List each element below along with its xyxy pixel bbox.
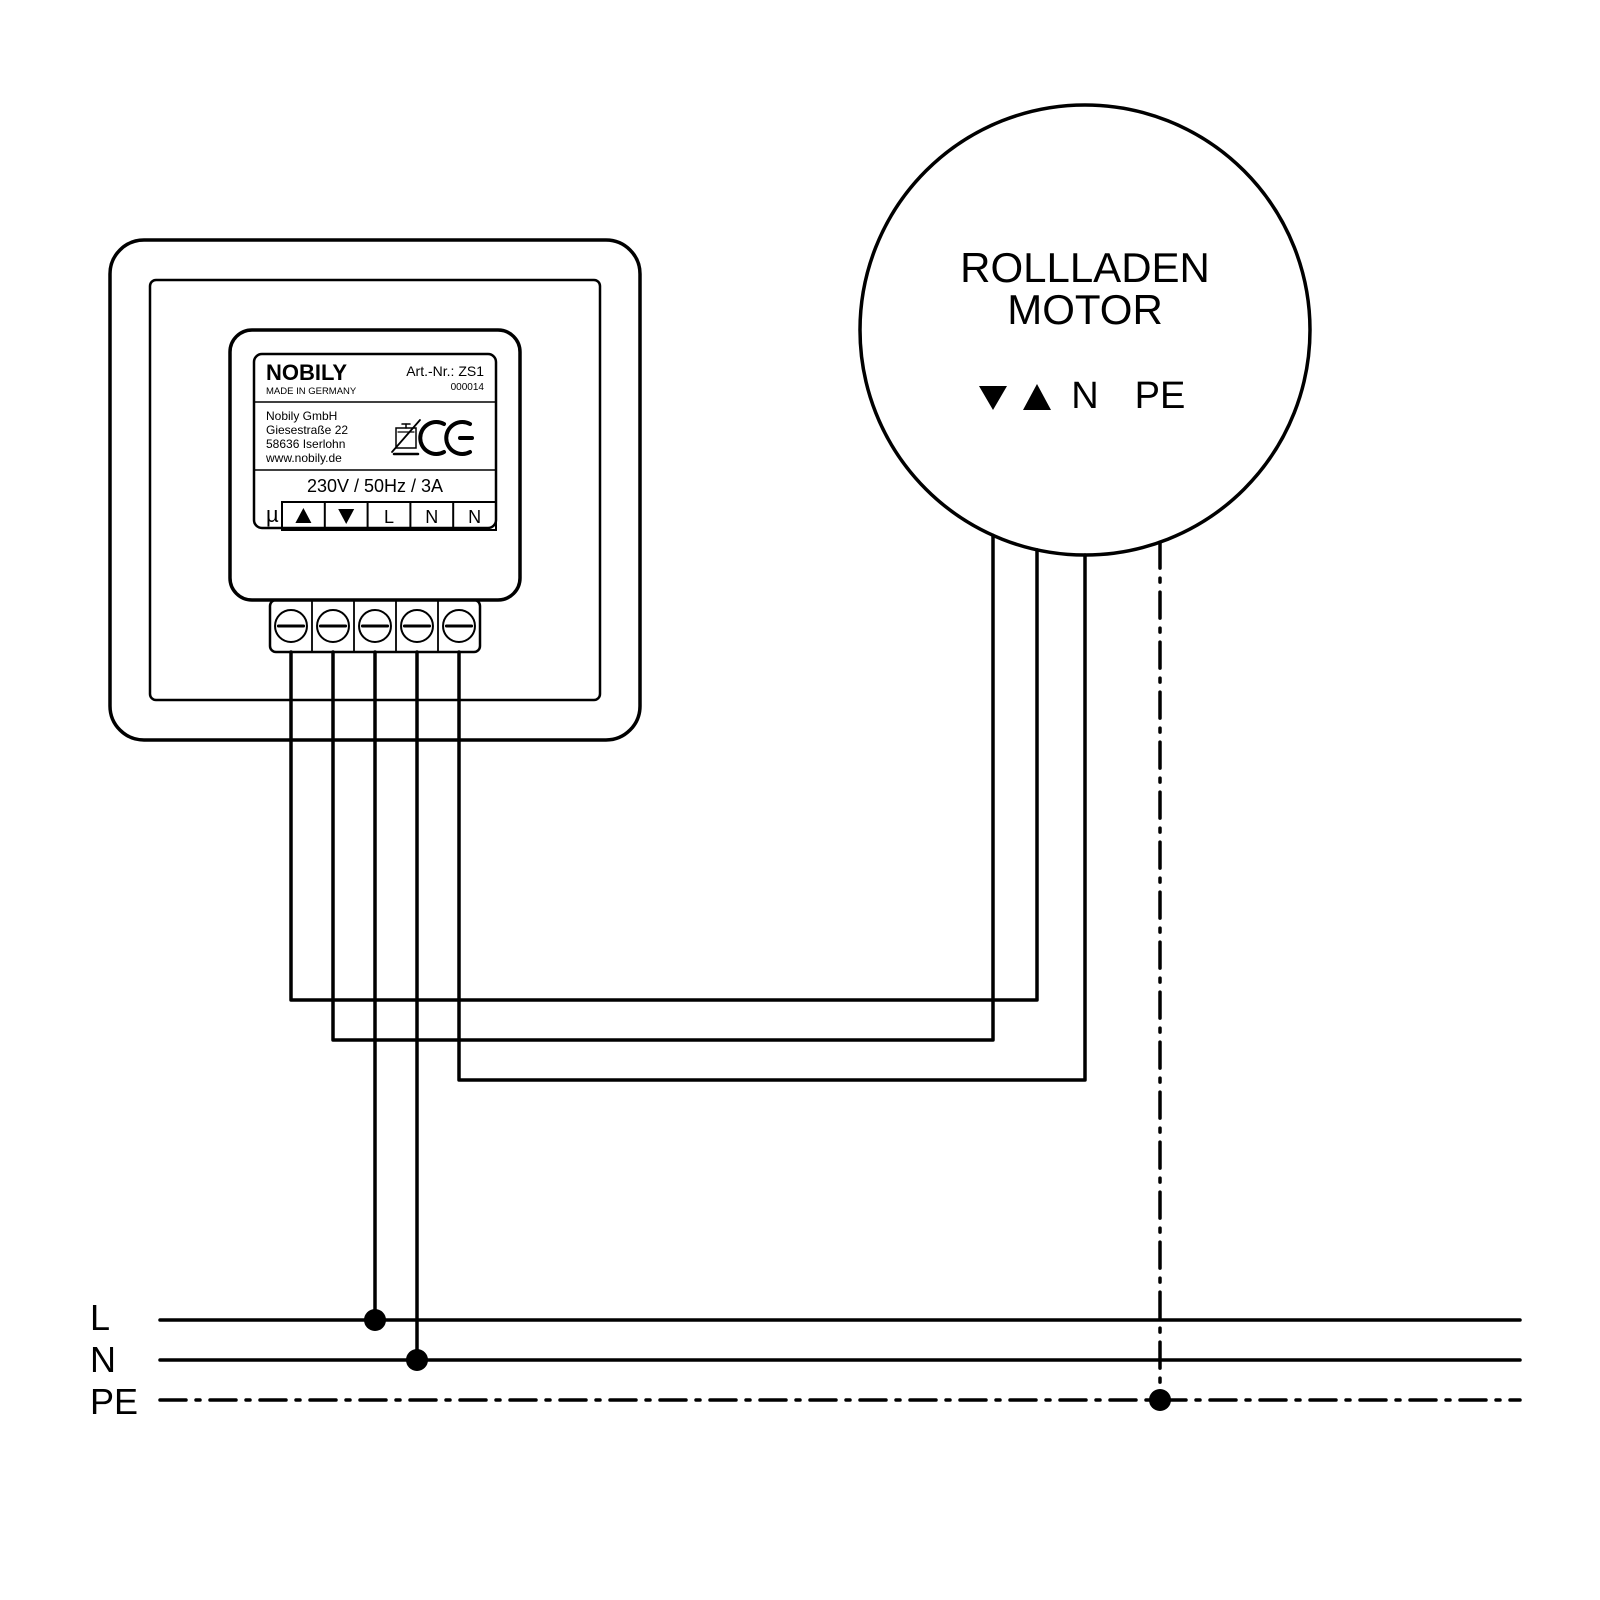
bus-pe — [160, 1392, 1520, 1408]
motor — [860, 105, 1310, 555]
terminal-block — [270, 600, 480, 652]
svg-text:N: N — [90, 1339, 116, 1380]
svg-text:L: L — [90, 1297, 110, 1338]
bus-l — [160, 1312, 1520, 1328]
switch-label-plate — [254, 354, 496, 528]
bus-n — [160, 1352, 1520, 1368]
svg-text:PE: PE — [90, 1381, 138, 1422]
